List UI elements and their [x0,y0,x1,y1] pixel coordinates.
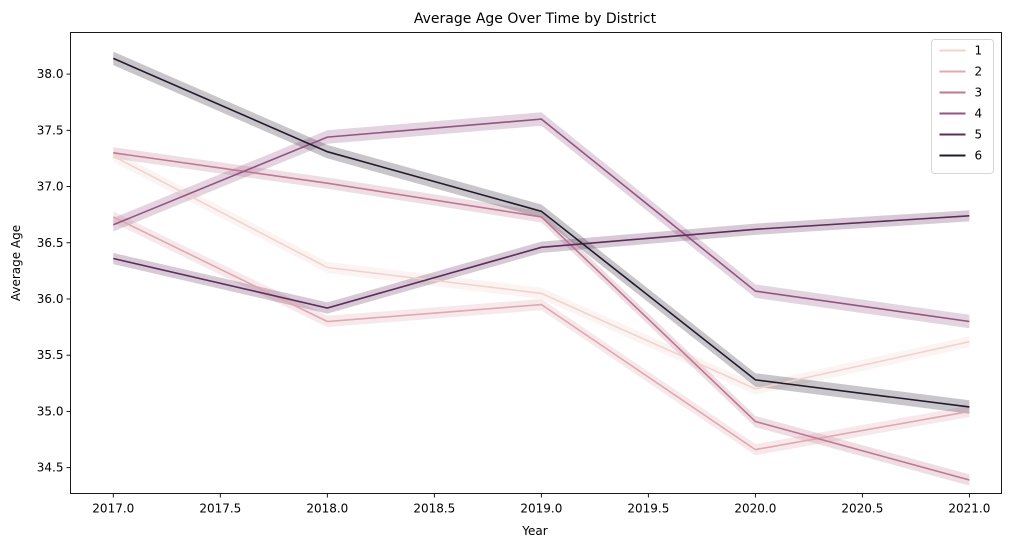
y-tick-label: 36.5 [37,236,64,250]
x-tick-label: 2020.0 [734,502,776,516]
series-lines [112,57,970,481]
y-tick-label: 37.5 [37,123,64,137]
y-tick-label: 37.0 [37,180,64,194]
x-tick-label: 2018.5 [413,502,455,516]
x-tick-label: 2017.5 [199,502,241,516]
series-2-line [112,216,970,451]
series-1-band [113,150,970,395]
series-1-line [112,155,970,390]
series-4-band [113,112,970,329]
legend-label-6: 6 [975,149,983,163]
x-tick-label: 2019.0 [520,502,562,516]
chart-title: Average Age Over Time by District [414,11,657,27]
y-tick-label: 38.0 [37,67,64,81]
legend-label-5: 5 [975,128,983,142]
y-tick-label: 36.0 [37,292,64,306]
series-5-line [113,215,970,309]
legend-label-4: 4 [975,107,983,121]
series-3-band [113,147,970,486]
legend-box [931,39,994,174]
series-4-line [112,118,970,323]
series-6-line [112,57,970,408]
legend-label-3: 3 [975,86,983,100]
x-tick-label: 2019.5 [627,502,669,516]
x-tick-label: 2017.0 [92,502,134,516]
series-6-band [113,51,970,414]
x-axis-ticks: 2017.0 2017.5 2018.0 2018.5 2019.0 2019.5 2020… [92,493,990,516]
y-axis-label: Average Age [9,225,23,301]
legend-label-1: 1 [975,44,983,58]
y-tick-label: 35.5 [37,348,64,362]
confidence-bands [113,51,970,486]
series-3-line [113,152,970,481]
y-axis-ticks: 34.5 35.0 35.5 36.0 36.5 37.0 37.5 38.0 [37,67,71,475]
x-tick-label: 2018.0 [306,502,348,516]
plot-frame [70,32,1002,494]
x-axis-label: Year [521,524,547,538]
y-tick-label: 34.5 [37,461,64,475]
x-tick-label: 2020.5 [841,502,883,516]
legend-label-2: 2 [975,65,983,79]
series-2-band [113,211,970,456]
legend: 1 2 3 4 5 6 [931,39,994,174]
x-tick-label: 2021.0 [948,502,990,516]
y-tick-label: 35.0 [37,404,64,418]
